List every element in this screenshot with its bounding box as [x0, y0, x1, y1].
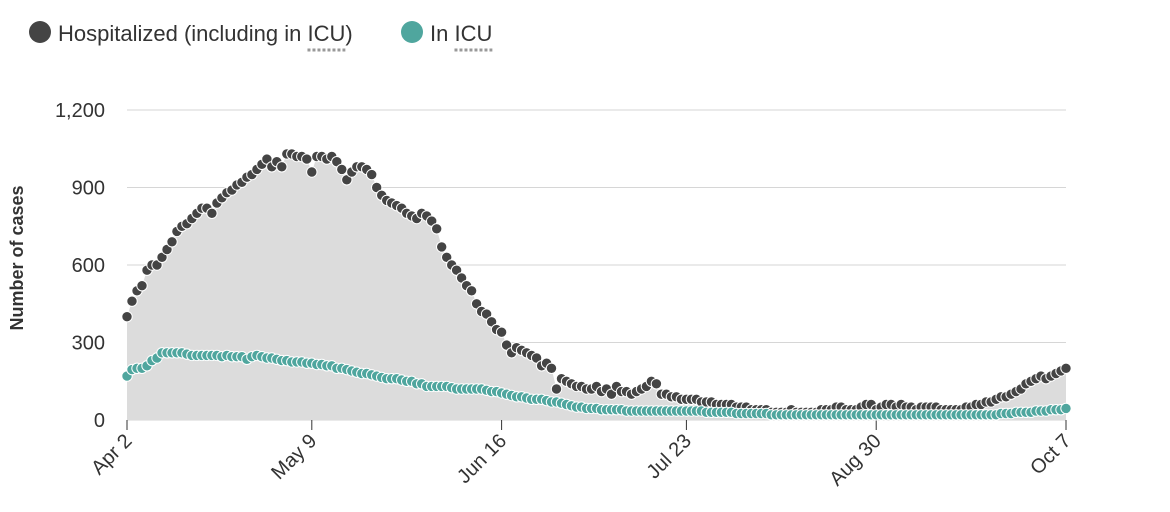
legend-swatch-icu: [401, 21, 423, 43]
hospitalized-point[interactable]: [136, 280, 148, 292]
hospitalized-point[interactable]: [121, 311, 133, 323]
hospitalized-point[interactable]: [126, 295, 138, 307]
hospitalized-point[interactable]: [336, 163, 348, 176]
hospitalized-point[interactable]: [276, 161, 288, 173]
legend-label-icu: In ICU: [430, 21, 492, 46]
icu-point[interactable]: [1060, 402, 1072, 415]
hospitalized-point[interactable]: [465, 285, 478, 297]
hospitalized-point[interactable]: [436, 241, 448, 253]
hospitalized-point[interactable]: [301, 153, 313, 165]
y-axis-title: Number of cases: [7, 185, 27, 330]
hospitalized-point[interactable]: [206, 207, 218, 220]
legend-item-icu[interactable]: In ICU: [401, 21, 493, 52]
legend: Hospitalized (including in ICU) In ICU: [29, 21, 493, 52]
y-tick-label: 900: [72, 178, 105, 200]
x-axis: Apr 2 May 9 Jun 16 Jul 23 Aug 30 Oct 7: [87, 420, 1076, 490]
hospitalized-area-fill: [127, 153, 1066, 420]
x-tick-label: Jun 16: [453, 430, 511, 488]
hospitalized-point[interactable]: [431, 223, 443, 235]
hospitalized-point[interactable]: [166, 236, 178, 248]
x-tick-label: Oct 7: [1026, 430, 1075, 479]
hospitalized-point[interactable]: [1060, 362, 1072, 374]
legend-label-hospitalized: Hospitalized (including in ICU): [58, 21, 353, 46]
hospitalized-point[interactable]: [495, 326, 508, 338]
x-tick-label: Aug 30: [825, 430, 885, 490]
x-tick-label: Jul 23: [643, 430, 696, 483]
legend-swatch-hospitalized: [29, 21, 51, 43]
legend-item-hospitalized[interactable]: Hospitalized (including in ICU): [29, 21, 353, 52]
icu-abbreviation: ICU: [307, 21, 345, 46]
hospitalized-point[interactable]: [650, 378, 663, 390]
y-tick-label: 600: [72, 255, 105, 277]
x-tick-label: May 9: [267, 430, 321, 484]
y-tick-label: 300: [72, 333, 105, 355]
y-tick-label: 1,200: [55, 100, 105, 122]
x-tick-label: Apr 2: [87, 430, 136, 479]
icu-series: [121, 347, 1072, 421]
hospitalized-point[interactable]: [366, 168, 378, 181]
y-tick-label: 0: [94, 410, 105, 432]
hospitalized-point[interactable]: [550, 383, 563, 395]
hospitalized-point[interactable]: [306, 166, 318, 178]
icu-abbreviation: ICU: [454, 21, 492, 46]
hospitalized-point[interactable]: [545, 362, 558, 374]
y-axis-labels: 0 300 600 900 1,200: [55, 100, 105, 432]
hospitalized-area: [127, 153, 1066, 420]
